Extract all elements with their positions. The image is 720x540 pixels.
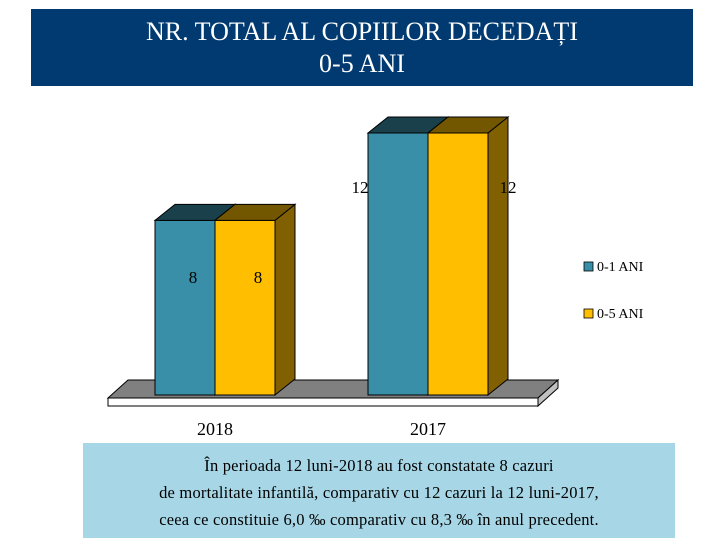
legend-swatch: [583, 308, 594, 319]
legend-label: 0-5 ANI: [597, 307, 644, 322]
title-banner: NR. TOTAL AL COPIILOR DECEDAȚI 0-5 ANI: [31, 9, 693, 86]
bar-front: [214, 219, 276, 396]
chart-title-line-2: 0-5 ANI: [319, 49, 405, 78]
bars-group: [153, 115, 510, 397]
labels-group: 2018 2017 8 12 8 12: [189, 178, 517, 439]
x-tick-label: 2017: [410, 419, 446, 439]
legend-label: 0-1 ANI: [597, 260, 644, 275]
bar-chart: 2018 2017 8 12 8 12 0-1 ANI 0-5 ANI: [106, 115, 644, 439]
legend-swatch: [583, 261, 594, 272]
bar-front: [367, 132, 429, 396]
bar-top: [213, 203, 297, 221]
note-line-3: ceea ce constituie 6,0 ‰ comparativ cu 8…: [159, 510, 599, 529]
floor-front: [107, 397, 539, 407]
bar-side: [274, 203, 296, 397]
data-label: 12: [500, 178, 517, 197]
note-line-1: În perioada 12 luni-2018 au fost constat…: [204, 456, 554, 475]
note-line-2: de mortalitate infantilă, comparativ cu …: [159, 483, 599, 502]
bar-front: [427, 132, 489, 396]
data-label: 8: [189, 268, 198, 287]
x-tick-label: 2018: [197, 419, 233, 439]
bar-side: [487, 115, 509, 397]
chart-title-line-1: NR. TOTAL AL COPIILOR DECEDAȚI: [146, 17, 578, 46]
bar-front: [154, 219, 216, 396]
summary-note: În perioada 12 luni-2018 au fost constat…: [83, 443, 675, 538]
data-label: 8: [254, 268, 263, 287]
floor-side: [537, 378, 559, 408]
bar-top: [426, 116, 510, 134]
legend: 0-1 ANI 0-5 ANI: [583, 260, 644, 322]
data-label: 12: [352, 178, 369, 197]
